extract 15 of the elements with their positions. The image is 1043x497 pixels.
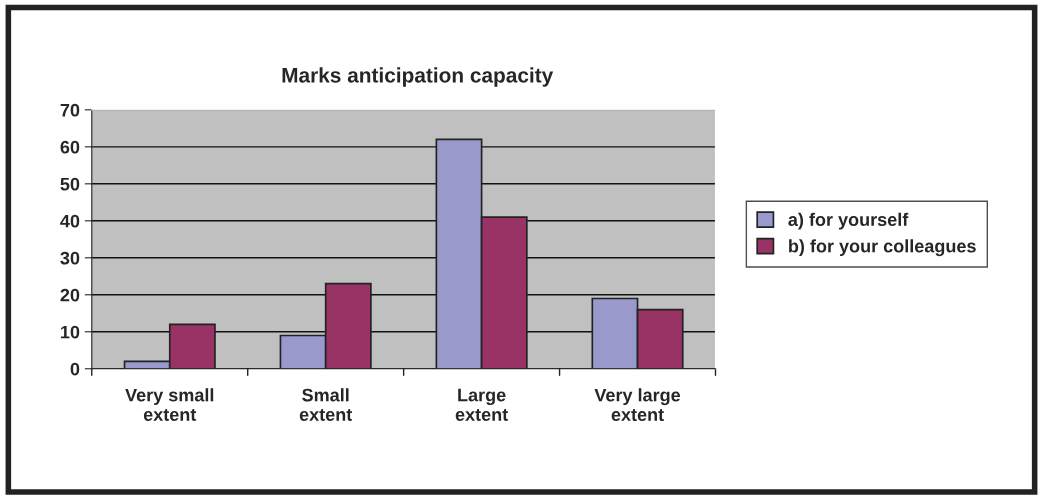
chart-title: Marks anticipation capacity [282,67,554,87]
y-tick-label: 40 [60,214,80,228]
x-tick-label: Very small extent [125,388,214,421]
legend-label: b) for your colleagues [789,239,976,257]
y-tick-label: 0 [70,362,80,376]
y-tick-label: 70 [60,103,80,117]
x-tick-label: Large extent [455,388,508,421]
y-tick-label: 10 [61,325,80,339]
x-tick-label: Small extent [299,388,353,421]
x-tick-label: Very large extent [594,388,681,422]
legend-label: a) for yourself [788,212,909,230]
y-tick-label: 60 [60,140,80,154]
y-tick-label: 50 [60,177,80,191]
y-tick-label: 30 [60,251,80,265]
y-tick-label: 20 [60,288,80,302]
